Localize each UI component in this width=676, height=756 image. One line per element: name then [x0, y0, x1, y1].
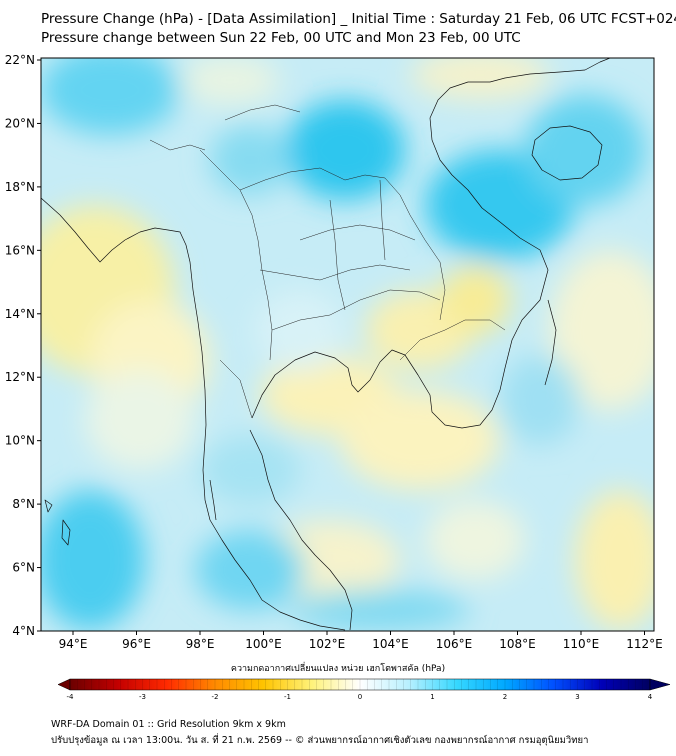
footer-resolution: WRF-DA Domain 01 :: Grid Resolution 9km …: [51, 719, 286, 730]
lon-tick-label: 112°E: [626, 637, 663, 651]
coast-myanmar: [41, 197, 211, 521]
coast-malay-east: [249, 429, 353, 631]
lat-tick-label: 20°N: [5, 116, 35, 130]
field-positive-east: [500, 355, 580, 445]
field-negative-south-sea: [340, 390, 500, 490]
lat-tick-label: 22°N: [5, 53, 35, 67]
lon-tick-label: 94°E: [59, 637, 88, 651]
lat-tick-label: 8°N: [12, 497, 35, 511]
map-title: Pressure Change (hPa) - [Data Assimilati…: [41, 11, 676, 27]
field-weak-west: [85, 370, 195, 470]
field-positive-hainan: [525, 95, 645, 205]
coast-island-2: [44, 499, 53, 513]
colorbar-tick-label: -1: [284, 693, 291, 701]
colorbar-tick-label: 0: [358, 693, 362, 701]
lon-tick-label: 102°E: [309, 637, 346, 651]
colorbar-tick-label: -3: [139, 693, 146, 701]
lat-tick-label: 6°N: [12, 561, 35, 575]
field-weak-south: [425, 500, 525, 580]
field-positive-nw: [41, 58, 180, 135]
coast-vietnam-south: [544, 299, 557, 386]
coast-island-3: [209, 479, 217, 521]
field-weak-central: [255, 290, 345, 370]
field-weak-north: [410, 58, 550, 100]
lat-tick-label: 10°N: [5, 434, 35, 448]
lat-tick-label: 4°N: [12, 624, 35, 638]
coast-indochina: [251, 58, 611, 429]
lat-tick-label: 12°N: [5, 370, 35, 384]
field-positive-north: [285, 100, 405, 200]
colorbar-extend-min: [57, 678, 71, 691]
lat-tick-label: 16°N: [5, 243, 35, 257]
lon-tick-label: 108°E: [499, 637, 536, 651]
map-frame: [40, 57, 655, 632]
lon-tick-label: 100°E: [245, 637, 282, 651]
lon-tick-label: 104°E: [372, 637, 409, 651]
field-positive-north-2: [210, 125, 290, 195]
colorbar: -4 -3 -2 -1 0 1 2 3 4: [57, 678, 671, 701]
field-weak-north-west: [180, 58, 280, 105]
pressure-field: [41, 58, 654, 631]
lat-tick-label: 14°N: [5, 307, 35, 321]
field-weak-east: [550, 250, 654, 410]
lon-tick-label: 96°E: [122, 637, 151, 651]
lat-tick-label: 18°N: [5, 180, 35, 194]
colorbar-tick-label: 1: [430, 693, 434, 701]
field-positive-sw: [41, 490, 145, 630]
lon-tick-label: 106°E: [436, 637, 473, 651]
colorbar-tick-label: 4: [648, 693, 653, 701]
coast-hainan: [531, 125, 603, 181]
colorbar-tick-label: 3: [575, 693, 579, 701]
footer-credit: ปรับปรุงข้อมูล ณ เวลา 13:00น. วัน ส. ที่…: [51, 735, 589, 746]
lon-tick-label: 98°E: [186, 637, 215, 651]
longitude-axis: 94°E 96°E 98°E 100°E 102°E 104°E 106°E 108°E 110…: [59, 631, 663, 651]
admin-borders: [149, 104, 506, 419]
coastlines: [41, 58, 611, 631]
field-negative-east: [575, 490, 654, 630]
colorbar-extend-max: [649, 678, 671, 691]
map-subtitle: Pressure change between Sun 22 Feb, 00 U…: [41, 30, 521, 46]
colorbar-caption: ความกดอากาศเปลี่ยนแปลง หน่วย เฮกโตพาสคัล…: [230, 664, 446, 674]
field-negative-vietnam-south: [440, 265, 510, 335]
field-positive-south: [195, 530, 305, 610]
colorbar-tick-label: 2: [503, 693, 507, 701]
colorbar-tick-label: -4: [67, 693, 75, 701]
coast-island-1: [61, 519, 71, 546]
colorbar-tick-label: -2: [212, 693, 219, 701]
field-positive-bottom: [290, 590, 470, 630]
coast-malay-west: [209, 519, 346, 631]
field-positive-mid-south: [200, 435, 300, 505]
latitude-axis: 22°N 20°N 18°N 16°N 14°N 12°N 10°N 8°N 6°N 4°N: [5, 53, 41, 638]
lon-tick-label: 110°E: [563, 637, 600, 651]
